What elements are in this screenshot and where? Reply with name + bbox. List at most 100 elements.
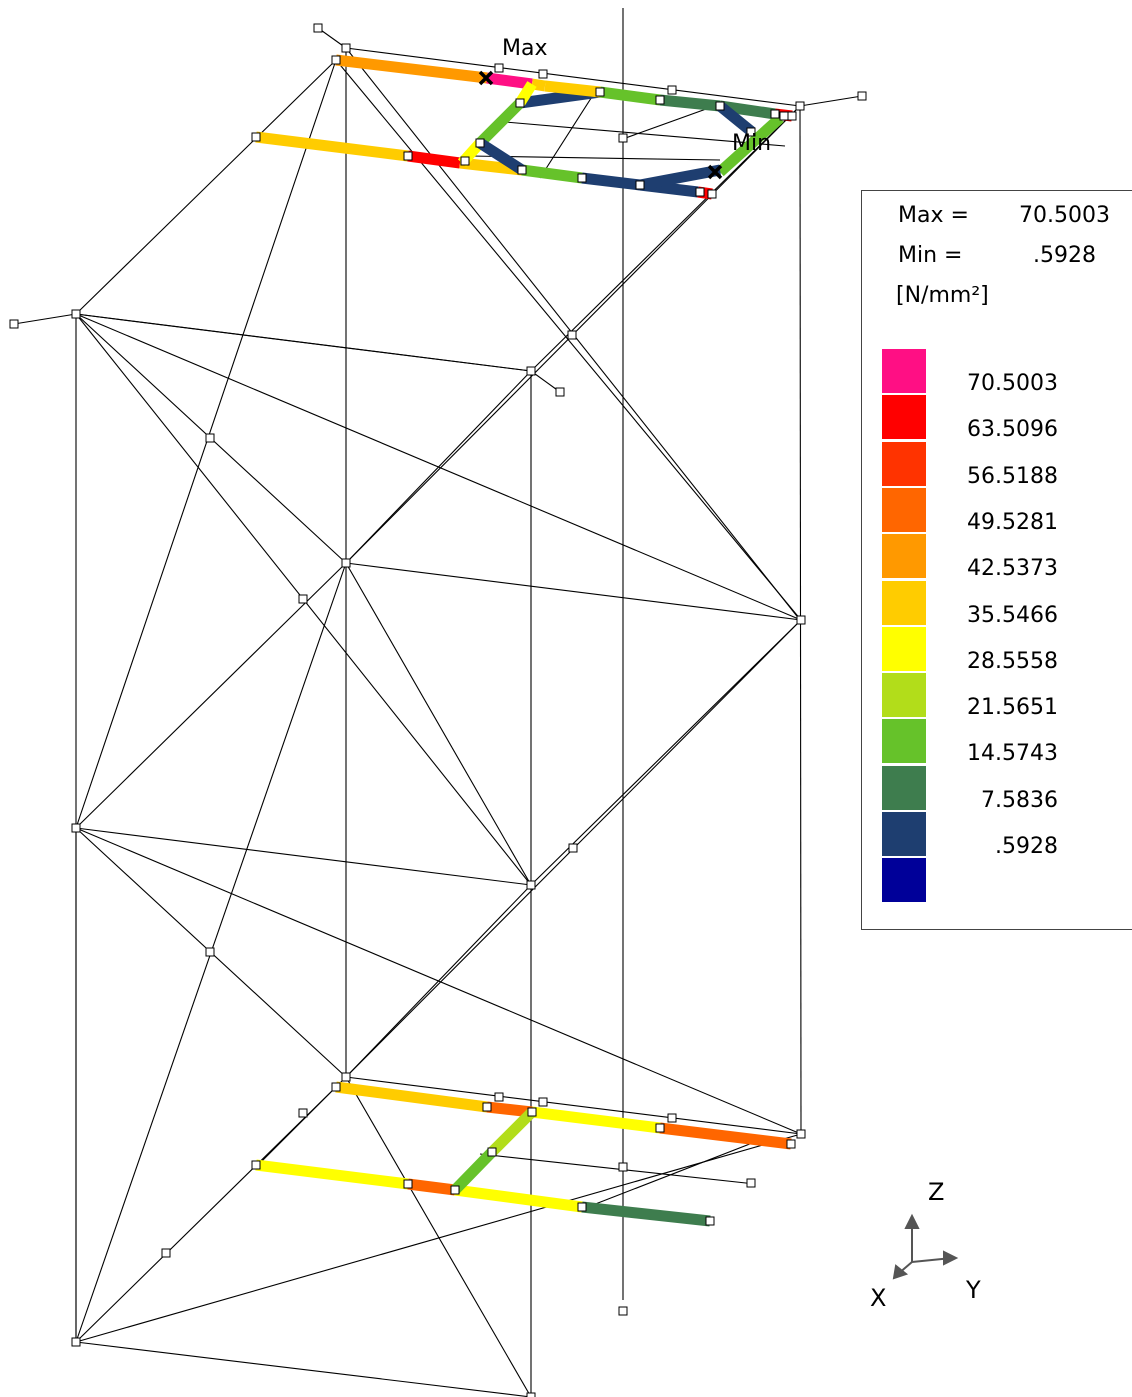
stress-member-segment (486, 72, 533, 90)
legend-level-value: 42.5373 (967, 556, 1058, 582)
max-marker-icon (478, 70, 494, 86)
node-marker (795, 101, 805, 111)
node-marker (618, 133, 628, 143)
node-marker (341, 43, 351, 53)
legend-swatch (882, 580, 926, 625)
brace-line (75, 313, 532, 372)
legend-level-value: 7.5836 (981, 787, 1058, 813)
node-marker (595, 87, 605, 97)
beam-line (345, 1076, 802, 1135)
stress-member-segment (599, 86, 661, 106)
node-marker (787, 111, 797, 121)
node-marker (482, 1102, 492, 1112)
node-marker (796, 1129, 806, 1139)
node-marker (779, 111, 789, 121)
node-marker (796, 615, 806, 625)
node-marker (313, 23, 323, 33)
legend-max-value: 70.5003 (1019, 203, 1110, 228)
node-marker (517, 165, 527, 175)
node-marker (577, 1202, 587, 1212)
stress-legend: Max = 70.5003 Min = .5928 [N/mm²] 70.500… (861, 190, 1132, 930)
grid-line (619, 103, 721, 141)
brace-line (75, 827, 802, 1135)
brace-line (75, 59, 337, 315)
legend-swatch (882, 673, 926, 718)
node-marker (555, 387, 565, 397)
grid-line (504, 121, 786, 147)
brace-line (345, 1076, 532, 1397)
node-marker (526, 880, 536, 890)
stress-member-segment (451, 1148, 496, 1194)
node-markers (9, 23, 867, 1397)
grid-line (539, 91, 596, 179)
stress-member-segment (521, 164, 583, 184)
brace-line (530, 619, 802, 886)
stress-member-segment (659, 1122, 792, 1150)
legend-swatch (882, 441, 926, 486)
legend-level-value: 35.5466 (967, 602, 1058, 628)
node-marker (695, 187, 705, 197)
legend-swatch (882, 487, 926, 532)
node-marker (9, 319, 19, 329)
node-marker (538, 1097, 548, 1107)
legend-swatch (882, 812, 926, 856)
node-marker (705, 1216, 715, 1226)
brace-line (75, 59, 337, 829)
stress-member-segment (659, 94, 721, 112)
node-marker (770, 109, 780, 119)
grid-line (479, 1153, 756, 1185)
stress-member-segment (476, 99, 524, 147)
brace-line (530, 105, 801, 372)
node-marker (655, 1123, 665, 1133)
axis-triad-icon (892, 1213, 959, 1280)
node-marker (450, 1185, 460, 1195)
node-marker (667, 85, 677, 95)
grid-line (469, 155, 721, 161)
beam-line (345, 562, 802, 621)
stress-member-segment (407, 150, 461, 169)
max-marker-label: Max (502, 36, 548, 61)
legend-level-value: 63.5096 (967, 417, 1058, 443)
min-marker-label: Min (732, 131, 772, 156)
legend-swatch (882, 858, 926, 903)
node-marker (205, 947, 215, 957)
stress-member-segment (255, 1159, 409, 1190)
node-marker (331, 1082, 341, 1092)
stress-member-segment (531, 78, 546, 92)
beam-line (75, 827, 532, 886)
node-marker (618, 1162, 628, 1172)
stub-line (317, 27, 347, 49)
node-marker (715, 101, 725, 111)
legend-level-value: 70.5003 (967, 371, 1058, 396)
legend-level-value: 56.5188 (967, 463, 1058, 489)
node-marker (403, 1179, 413, 1189)
legend-level-value: 28.5558 (967, 648, 1058, 674)
axis-z-label: Z (928, 1178, 945, 1206)
stress-member-segment (335, 54, 488, 84)
brace-line (257, 1076, 347, 1166)
legend-swatch (882, 534, 926, 579)
node-marker (568, 843, 578, 853)
legend-max-label: Max = (898, 203, 969, 228)
node-marker (251, 1160, 261, 1170)
node-marker (746, 1178, 756, 1188)
node-marker (494, 63, 504, 73)
node-marker (475, 138, 485, 148)
node-marker (746, 127, 756, 137)
stress-member-segment (716, 113, 784, 177)
node-marker (298, 594, 308, 604)
node-marker (251, 132, 261, 142)
stress-member-segment (335, 1081, 488, 1113)
node-marker (71, 823, 81, 833)
beam-line (75, 1341, 532, 1397)
legend-swatch (882, 349, 926, 393)
extreme-markers (478, 70, 723, 180)
node-marker (515, 98, 525, 108)
legend-swatch (882, 765, 926, 810)
stress-member-segment (638, 164, 722, 191)
legend-swatch (882, 626, 926, 671)
node-marker (527, 1107, 537, 1117)
legend-min-value: .5928 (1033, 243, 1096, 268)
brace-line (75, 1086, 337, 1343)
brace-line (345, 562, 532, 886)
